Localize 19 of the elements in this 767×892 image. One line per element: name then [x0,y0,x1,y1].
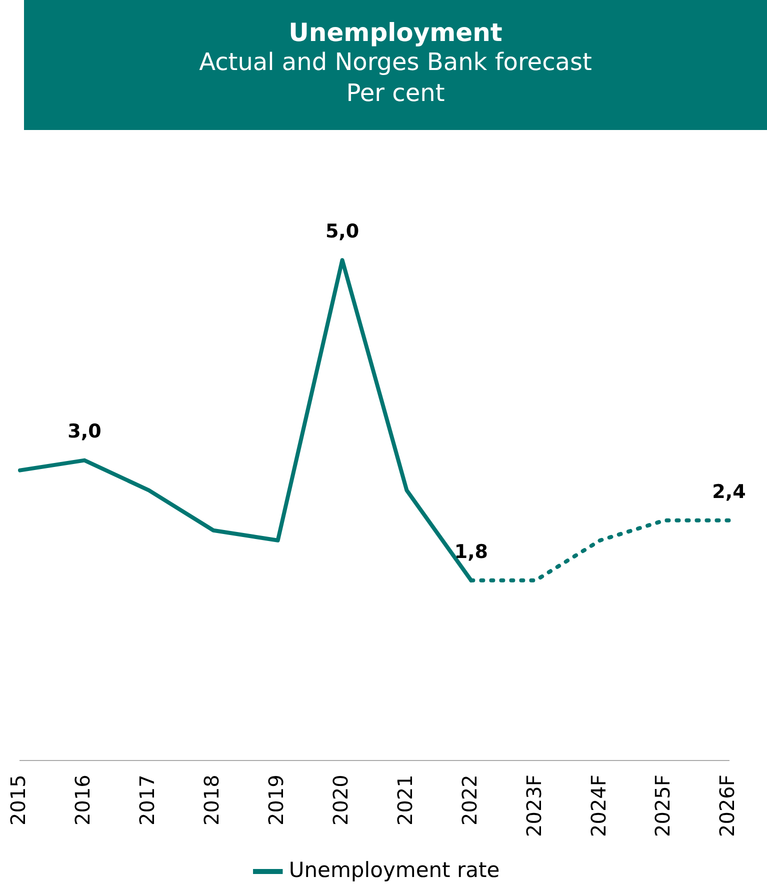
data-label: 3,0 [68,420,102,443]
x-tick-label: 2018 [200,774,224,826]
x-tick-label: 2026F [715,774,740,838]
x-tick-label: 2023F [522,774,546,838]
x-tick-label: 2015 [6,774,30,826]
x-tick-label: 2020 [328,774,352,826]
data-label: 5,0 [325,220,360,243]
x-tick-label: 2016 [70,774,95,826]
data-label: 1,8 [454,540,488,563]
chart-title: Unemployment [288,18,504,47]
data-label: 2,4 [712,480,746,503]
chart-subtitle: Actual and Norges Bank forecast Per cent [198,47,593,109]
x-tick-label: 2021 [392,774,417,826]
x-tick-label: 2017 [135,774,160,826]
x-tick-label: 2025F [650,774,675,838]
x-tick-label: 2022 [457,774,482,826]
x-tick-label: 2024F [586,774,610,838]
legend-label: Unemployment rate [288,858,500,882]
x-tick-label: 2019 [264,774,288,826]
